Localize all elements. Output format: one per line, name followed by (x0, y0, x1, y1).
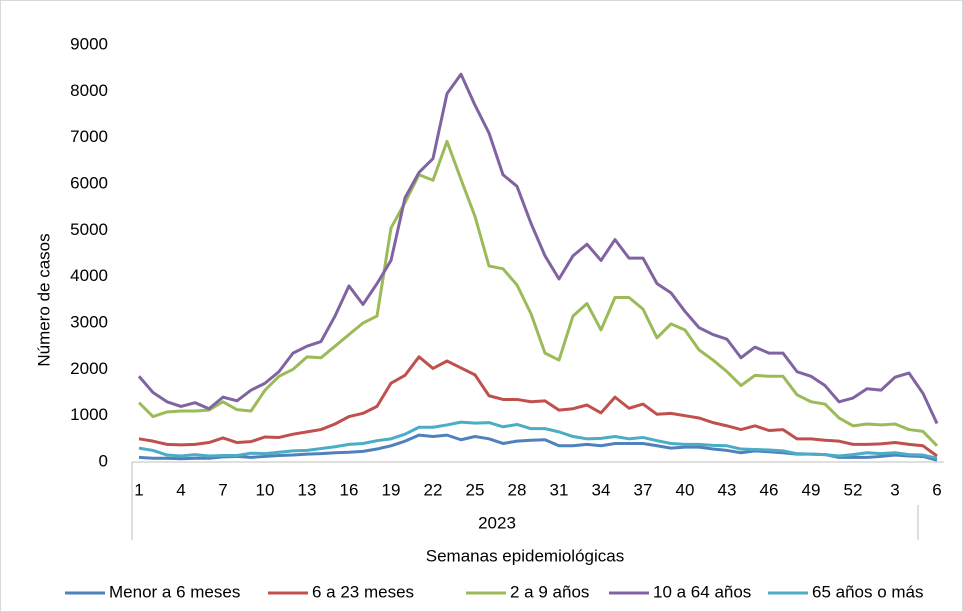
y-tick-label: 1000 (70, 405, 108, 424)
x-tick-label: 22 (424, 480, 443, 499)
category-group-label: 2023 (478, 513, 516, 532)
x-tick-label: 6 (932, 480, 941, 499)
y-tick-label: 6000 (70, 173, 108, 192)
x-tick-label: 19 (382, 480, 401, 499)
series-line (138, 355, 938, 458)
x-tick-label: 40 (676, 480, 695, 499)
y-tick-label: 9000 (70, 34, 108, 53)
x-tick-label: 1 (134, 480, 143, 499)
x-tick-label: 34 (592, 480, 611, 499)
x-tick-label: 10 (256, 480, 275, 499)
series-line (137, 72, 939, 425)
y-tick-label: 5000 (70, 220, 108, 239)
legend-label: Menor a 6 meses (109, 582, 240, 601)
x-tick-label: 52 (844, 480, 863, 499)
y-axis-title: Número de casos (34, 233, 53, 366)
legend-label: 2 a 9 años (510, 582, 589, 601)
series-line (138, 420, 938, 460)
x-tick-label: 13 (298, 480, 317, 499)
x-tick-label: 7 (218, 480, 227, 499)
y-tick-label: 3000 (70, 312, 108, 331)
series-line (137, 139, 939, 447)
y-tick-label: 2000 (70, 359, 108, 378)
x-tick-label: 3 (890, 480, 899, 499)
legend-label: 65 años o más (812, 582, 924, 601)
x-tick-label: 28 (508, 480, 527, 499)
x-tick-label: 25 (466, 480, 485, 499)
x-axis-title: Semanas epidemiológicas (426, 546, 624, 565)
legend-label: 10 a 64 años (653, 582, 751, 601)
y-tick-label: 0 (99, 451, 108, 470)
x-tick-label: 49 (802, 480, 821, 499)
y-tick-label: 7000 (70, 127, 108, 146)
x-tick-label: 43 (718, 480, 737, 499)
legend-label: 6 a 23 meses (312, 582, 414, 601)
y-tick-label: 4000 (70, 266, 108, 285)
y-tick-label: 8000 (70, 81, 108, 100)
x-tick-label: 4 (176, 480, 185, 499)
x-tick-label: 31 (550, 480, 569, 499)
x-tick-label: 46 (760, 480, 779, 499)
x-tick-label: 16 (340, 480, 359, 499)
x-tick-label: 37 (634, 480, 653, 499)
